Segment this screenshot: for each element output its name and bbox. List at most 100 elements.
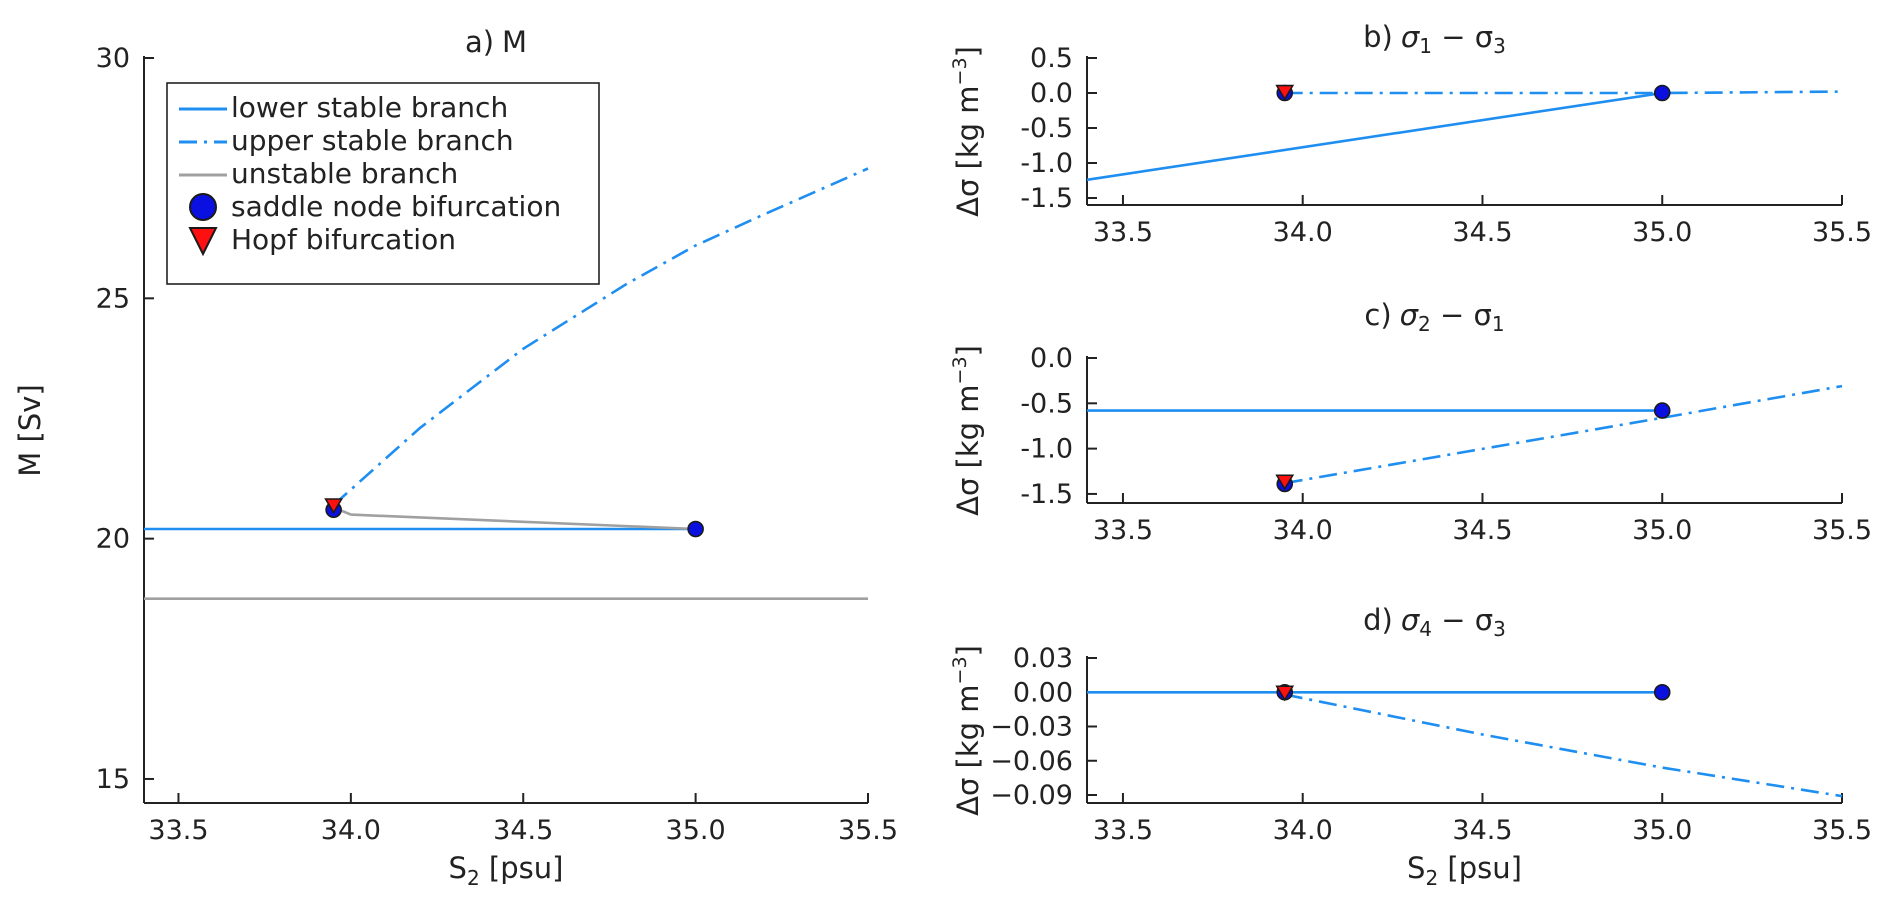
panel-d-hopf-marker: [1275, 685, 1295, 702]
legend-swatch-hopf: [188, 227, 218, 257]
panel-d-x-tick-label: 33.5: [1093, 815, 1153, 846]
panel-c-x-tick-label: 33.5: [1093, 515, 1153, 546]
panel-b-y-axis-title-sup: −3: [949, 57, 971, 85]
panel-c-x-tick-label: 35.0: [1632, 515, 1692, 546]
panel-b-hopf-marker: [1275, 84, 1295, 101]
panel-d-x-axis-title-sub: 2: [1425, 866, 1438, 890]
panel-c-title-prefix: c): [1364, 298, 1391, 332]
panel-c-title-sub: 1: [1492, 312, 1505, 336]
panel-a-x-tick-label: 34.5: [493, 815, 553, 846]
panel-b-y-tick-label: 0.5: [1030, 43, 1073, 74]
panel-d-y-axis-title-sup: −3: [949, 656, 971, 684]
panel-a-saddle-node-marker: [687, 520, 704, 538]
panel-a-title-prefix: a): [465, 25, 494, 59]
panel-b-saddle-node-marker: [1653, 84, 1671, 102]
panel-d-title-minus: − σ: [1432, 603, 1493, 637]
panel-d-x-tick-label: 35.0: [1632, 815, 1692, 846]
panel-d-y-tick-label: −0.03: [990, 712, 1073, 743]
panel-d-title: d) σ4 − σ3: [1363, 603, 1506, 641]
panel-b-y-axis-title-end: ]: [951, 46, 985, 57]
panel-c-y-tick-label: -1.5: [1020, 479, 1073, 510]
panel-c-y-tick-label: -1.0: [1020, 434, 1073, 465]
panel-d-title-prefix: d): [1363, 603, 1393, 637]
panel-b-upper-stable-line: [1284, 90, 1843, 95]
legend-label-unstable: unstable branch: [231, 157, 458, 190]
panel-c-y-tick-label: 0.0: [1030, 343, 1073, 374]
panel-b-x-tick-label: 35.5: [1812, 217, 1872, 248]
panel-d-y-tick-label: −0.09: [990, 780, 1073, 811]
panel-b-lower-stable-line: [1086, 91, 1663, 182]
panel-d-title-symbol: σ: [1401, 603, 1421, 637]
panel-d-x-axis-title-main: S: [1407, 851, 1425, 885]
panel-a-y-axis-title: M [Sv]: [13, 384, 47, 476]
panel-c-y-axis-title-sup: −3: [949, 356, 971, 384]
panel-a-y-tick-label: 30: [96, 43, 130, 74]
panel-c-saddle-node-marker: [1653, 402, 1671, 419]
panel-a-x-axis-title-main: S: [449, 851, 467, 885]
legend-box: [166, 82, 600, 285]
panel-d-x-tick-label: 34.5: [1452, 815, 1512, 846]
panel-d-y-axis-title-main: Δσ [kg m: [951, 684, 985, 815]
panel-d-title-sub: 4: [1419, 617, 1432, 641]
panel-d-y-tick-label: −0.06: [990, 746, 1073, 777]
panel-a-y-tick-label: 15: [96, 764, 130, 795]
panel-c-y-axis-title-end: ]: [951, 345, 985, 356]
panel-a-x-axis-title-sub: 2: [467, 866, 480, 890]
panel-b-title-prefix: b): [1363, 20, 1393, 54]
panel-c-hopf-marker: [1275, 474, 1295, 491]
panel-a-x-axis-title-rest: [psu]: [480, 851, 564, 885]
panel-d-title-sub: 3: [1493, 617, 1506, 641]
panel-c-title-minus: − σ: [1431, 298, 1492, 332]
panel-a-hopf-marker: [324, 498, 344, 515]
panel-d-x-axis-title: S2 [psu]: [1407, 851, 1522, 890]
panel-d-upper-stable-line: [1284, 693, 1843, 798]
panel-c-upper-stable-line: [1284, 384, 1843, 485]
panel-b-title-symbol: σ: [1401, 20, 1421, 54]
panel-b-y-tick-label: -0.5: [1020, 113, 1073, 144]
legend-swatch-saddle: [189, 193, 217, 221]
panel-d-y-tick-label: 0.00: [1013, 677, 1073, 708]
panel-d-y-tick-label: 0.03: [1013, 643, 1073, 674]
legend-label-saddle: saddle node bifurcation: [231, 190, 561, 223]
panel-a-x-tick-label: 35.0: [666, 815, 726, 846]
legend-label-hopf: Hopf bifurcation: [231, 223, 456, 256]
legend-label-lower: lower stable branch: [231, 91, 508, 124]
panel-b-x-tick-label: 34.0: [1273, 217, 1333, 248]
panel-a-x-tick-label: 33.5: [148, 815, 208, 846]
panel-d-y-axis-title: Δσ [kg m−3]: [949, 645, 985, 816]
panel-b-x-tick-label: 33.5: [1093, 217, 1153, 248]
panel-b-title-sub: 1: [1419, 34, 1432, 58]
panel-a-title: a) M: [465, 25, 527, 59]
panel-b-x-tick-label: 34.5: [1452, 217, 1512, 248]
panel-d-saddle-node-marker: [1653, 683, 1671, 701]
panel-c-x-tick-label: 34.0: [1273, 515, 1333, 546]
panel-c-title-symbol: σ: [1400, 298, 1420, 332]
panel-d-x-tick-label: 35.5: [1812, 815, 1872, 846]
panel-a-x-tick-label: 34.0: [321, 815, 381, 846]
panel-b-y-tick-label: -1.5: [1020, 183, 1073, 214]
panel-b-y-tick-label: -1.0: [1020, 148, 1073, 179]
panel-d-x-axis-title-rest: [psu]: [1438, 851, 1522, 885]
legend-label-upper: upper stable branch: [231, 124, 514, 157]
panel-a-title-main: M: [502, 25, 527, 59]
panel-c-x-tick-label: 35.5: [1812, 515, 1872, 546]
panel-a-y-tick-label: 20: [96, 524, 130, 555]
panel-b-title: b) σ1 − σ3: [1363, 20, 1506, 58]
panel-b-y-tick-label: 0.0: [1030, 78, 1073, 109]
panel-b-y-axis-title-main: Δσ [kg m: [951, 85, 985, 216]
panel-b-title-sub: 3: [1493, 34, 1506, 58]
panel-a-x-axis-title: S2 [psu]: [449, 851, 564, 890]
panel-c-y-tick-label: -0.5: [1020, 388, 1073, 419]
panel-b-y-axis-title: Δσ [kg m−3]: [949, 46, 985, 217]
panel-c-x-tick-label: 34.5: [1452, 515, 1512, 546]
panel-c-y-axis-title: Δσ [kg m−3]: [949, 345, 985, 516]
panel-a-upper-stable-line: [332, 167, 869, 506]
panel-d-y-axis-title-end: ]: [951, 645, 985, 656]
panel-a-y-tick-label: 25: [96, 283, 130, 314]
panel-c-title: c) σ2 − σ1: [1364, 298, 1504, 336]
panel-b-x-tick-label: 35.0: [1632, 217, 1692, 248]
panel-a-unstable-line: [333, 506, 696, 531]
panel-c-title-sub: 2: [1418, 312, 1431, 336]
panel-a-x-tick-label: 35.5: [838, 815, 898, 846]
